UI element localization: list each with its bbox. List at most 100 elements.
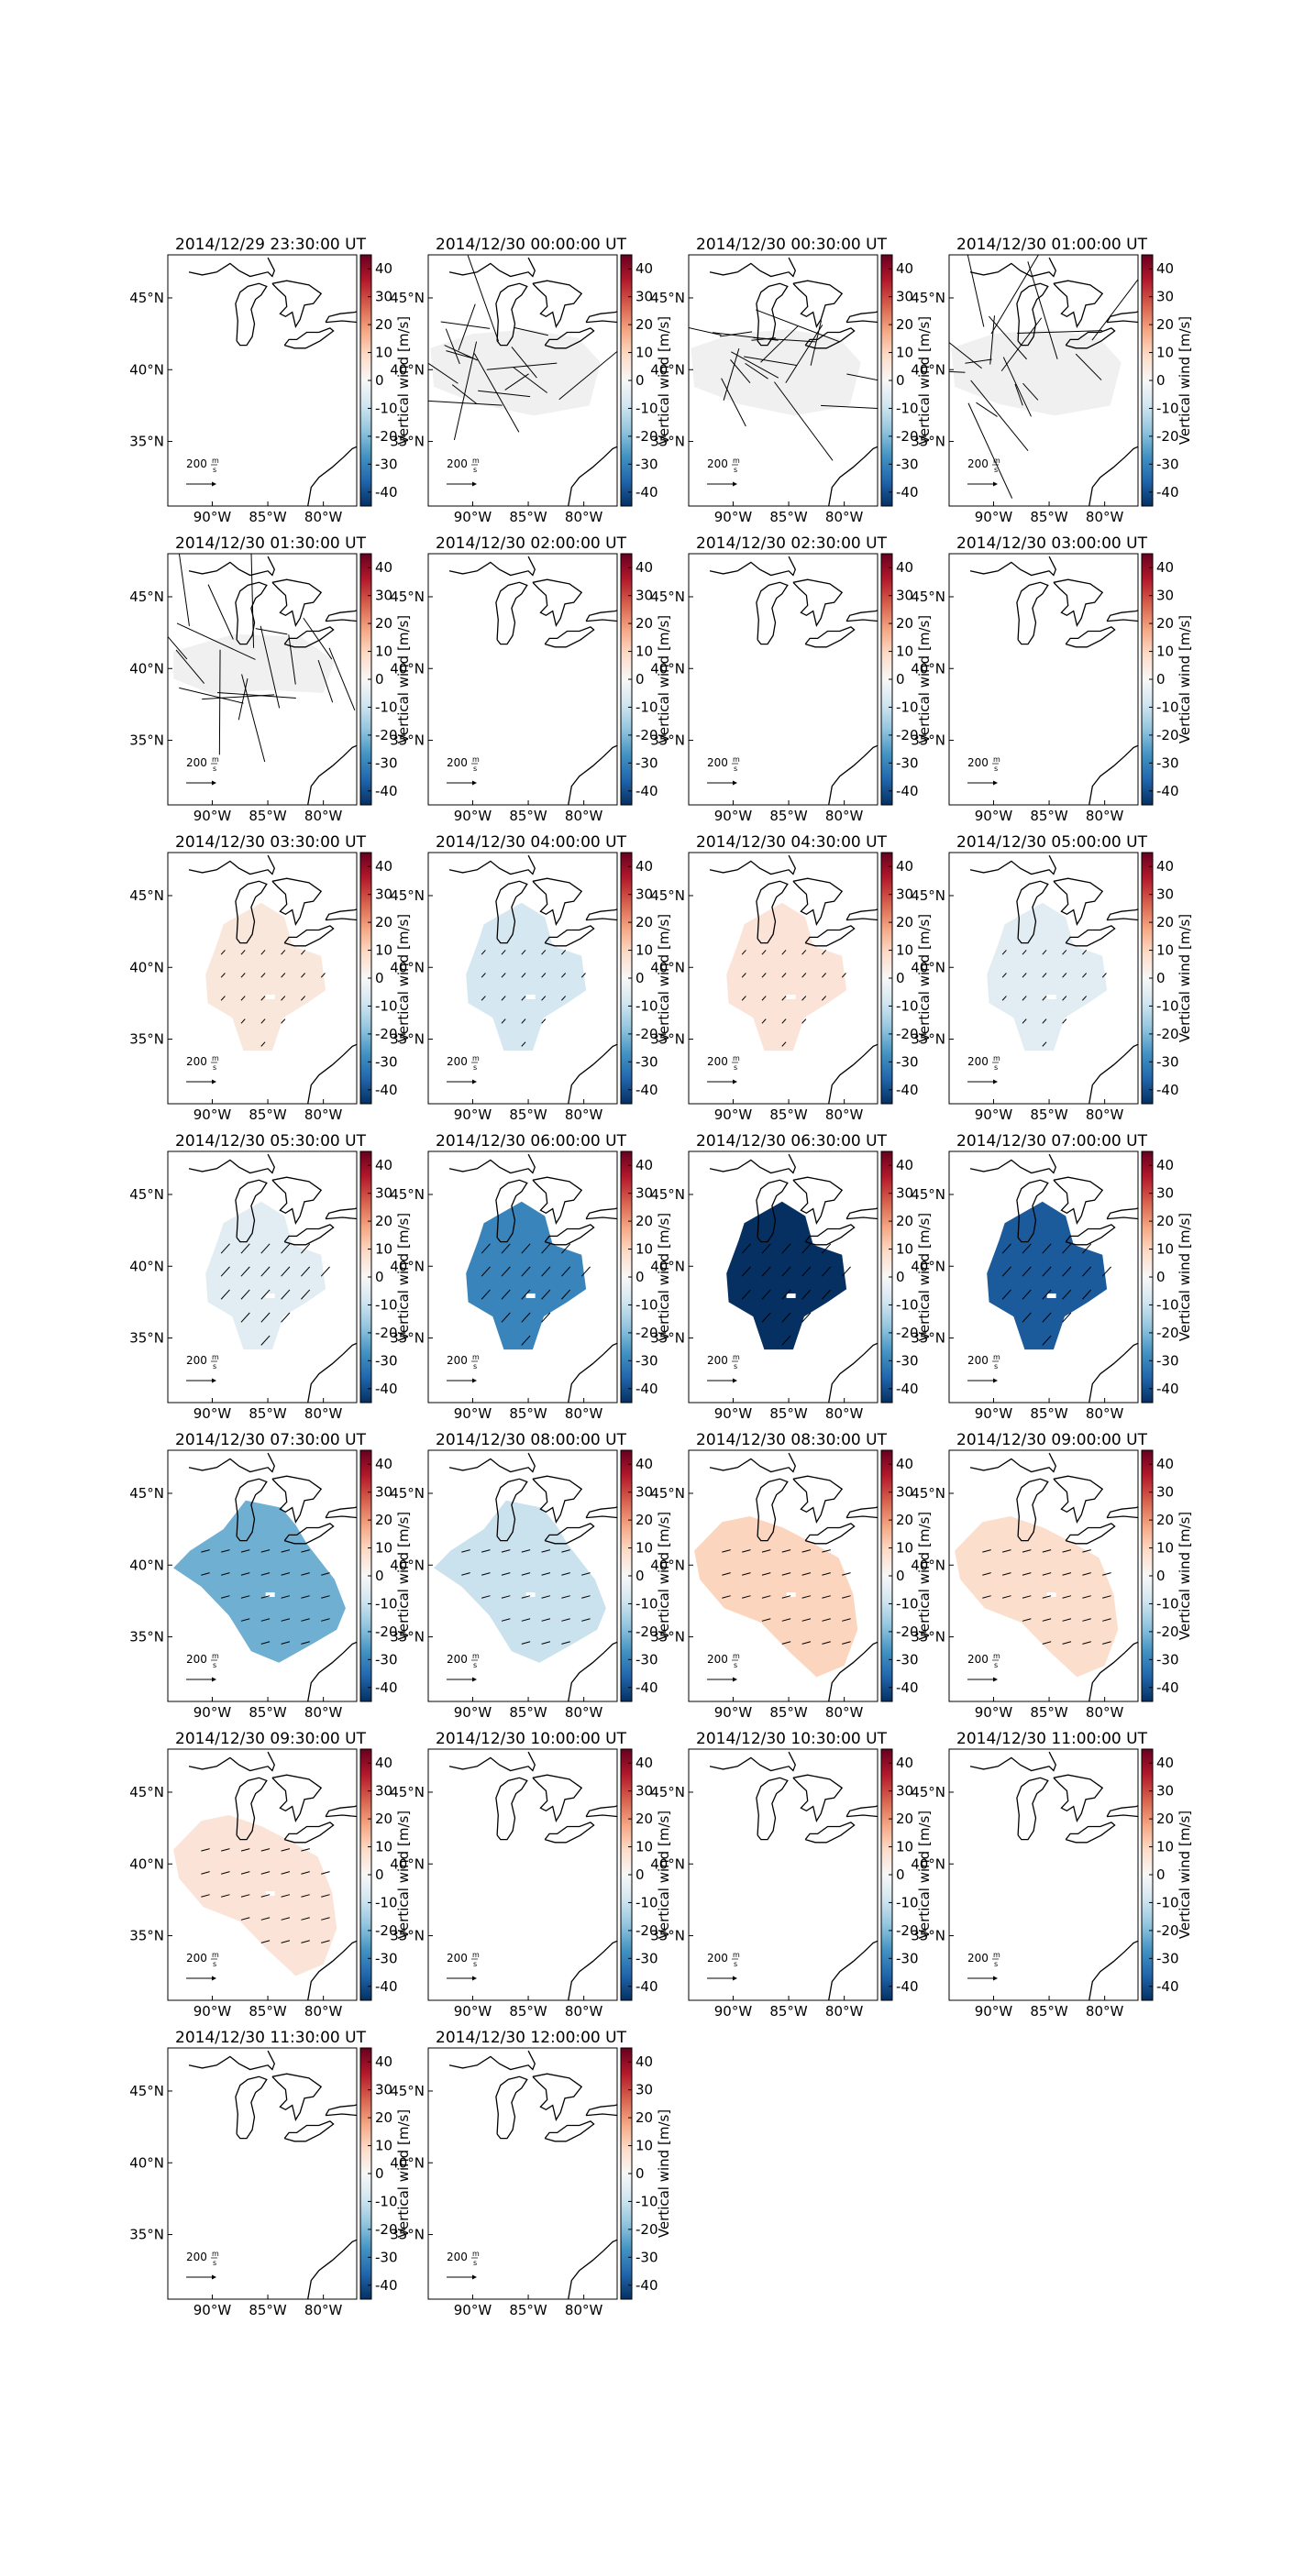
wind-vector — [1022, 1018, 1027, 1024]
wind-vector — [521, 1018, 526, 1024]
x-tick-label: 90°W — [975, 1106, 1013, 1123]
plot-frame — [427, 254, 618, 507]
map-panel-1: 2014/12/29 23:30:00 UT 90°W 85°W 80°W 45°N 40… — [129, 236, 412, 525]
y-tick-label: 45°N — [390, 887, 425, 904]
colorbar-tick-label: -30 — [1156, 1053, 1179, 1070]
panel-title: 2014/12/30 03:00:00 UT — [956, 534, 1148, 553]
wind-vector — [1102, 1572, 1111, 1576]
quiver-key-arrow-head — [993, 1079, 998, 1084]
map-content — [448, 2050, 617, 2299]
coastline-2 — [969, 1751, 1057, 1772]
wind-vector — [521, 1595, 531, 1599]
quiver-key-label: 200 — [186, 1653, 207, 1666]
plot-frame — [688, 1150, 879, 1404]
x-tick-label: 90°W — [975, 509, 1013, 525]
wind-vector — [1075, 353, 1102, 380]
x-tick-label: 85°W — [1030, 1704, 1068, 1721]
wind-vector — [1082, 1618, 1091, 1622]
wind-vector — [1002, 1549, 1011, 1553]
wind-vector — [221, 1595, 230, 1599]
map-panel-21: 2014/12/30 09:30:00 UT 90°W 85°W 80°W 45°N 40… — [129, 1730, 412, 2020]
quiver-key-unit-bottom: s — [213, 466, 216, 474]
colorbar-tick-label: -40 — [1156, 783, 1179, 799]
colorbar-tick-label: -10 — [375, 1894, 398, 1910]
quiver-key-unit-top: m — [733, 1951, 740, 1959]
colorbar-tick-label: 10 — [375, 1540, 392, 1557]
wind-vector — [781, 1572, 791, 1576]
panel-title: 2014/12/30 10:30:00 UT — [696, 1730, 888, 1748]
colorbar-tick-label: 30 — [896, 289, 913, 305]
data-gap — [265, 1294, 275, 1299]
coastline-5 — [845, 1805, 878, 1818]
colorbar-tick-label: -40 — [635, 484, 658, 501]
wind-vector — [521, 1335, 531, 1346]
colorbar-tick-label: 40 — [375, 2053, 392, 2070]
colorbar-tick-label: 40 — [896, 1157, 913, 1173]
wind-vector — [1022, 950, 1027, 955]
wind-vector — [561, 1289, 571, 1300]
colorbar-tick-label: 30 — [375, 886, 392, 903]
x-tick-label: 80°W — [1086, 808, 1124, 824]
wind-vector — [822, 1618, 831, 1622]
wind-vector — [281, 1266, 291, 1277]
wind-vector — [260, 1641, 271, 1645]
colorbar-tick-label: 10 — [635, 1540, 653, 1557]
wind-vector — [281, 1018, 286, 1024]
x-tick-label: 85°W — [509, 808, 547, 824]
coastline-2 — [969, 1153, 1057, 1174]
quiver-key-unit-bottom: s — [473, 1960, 477, 1968]
wind-vector — [761, 1595, 771, 1599]
wind-vector — [1042, 1266, 1052, 1277]
wind-vector — [1042, 1618, 1052, 1622]
coastline-2 — [448, 1452, 536, 1473]
colorbar-tick-label: -40 — [896, 783, 919, 799]
colorbar-tick-label: 20 — [375, 615, 392, 632]
map-content — [694, 1452, 878, 1701]
colorbar-tick-label: -20 — [896, 1026, 919, 1042]
wind-vector — [1022, 1572, 1032, 1576]
colorbar-tick-label: 40 — [375, 1157, 392, 1173]
coastline-2 — [709, 556, 797, 577]
colorbar-tick-label: 30 — [896, 886, 913, 903]
colorbar-tick-label: 20 — [1156, 615, 1174, 632]
coastline-2 — [709, 1452, 797, 1473]
wind-vector — [216, 691, 296, 699]
x-tick-label: 85°W — [249, 509, 287, 525]
wind-vector — [321, 1572, 330, 1576]
colorbar-tick-label: 0 — [896, 970, 905, 986]
wind-vector — [521, 1641, 531, 1645]
colorbar-tick-label: 30 — [635, 1783, 653, 1800]
wind-vector — [1082, 1266, 1092, 1277]
wind-vector — [1014, 383, 1023, 406]
colorbar-tick-label: 0 — [375, 970, 384, 986]
wind-vector — [260, 1549, 271, 1553]
data-gap — [1046, 1592, 1056, 1598]
colorbar-tick-label: 40 — [375, 559, 392, 576]
wind-vector — [260, 1572, 271, 1576]
map-content — [448, 1153, 617, 1403]
colorbar-tick-label: -40 — [375, 484, 398, 501]
wind-vector — [580, 1266, 591, 1277]
wind-region — [205, 902, 326, 1051]
colorbar-label: Vertical wind [m/s] — [916, 615, 933, 743]
colorbar-label: Vertical wind [m/s] — [656, 914, 672, 1042]
y-tick-label: 40°N — [129, 2154, 164, 2171]
colorbar-tick-label: 0 — [1156, 671, 1166, 688]
colorbar-tick-label: -20 — [375, 2221, 398, 2238]
wind-vector — [988, 315, 1027, 360]
data-gap — [265, 1592, 275, 1598]
x-tick-label: 80°W — [304, 2003, 343, 2020]
wind-region — [430, 329, 601, 416]
coastline-6 — [568, 1940, 617, 2000]
x-tick-label: 90°W — [714, 1106, 753, 1123]
wind-vector — [581, 1618, 591, 1622]
colorbar-tick-label: -40 — [896, 484, 919, 501]
wind-vector — [478, 390, 531, 398]
colorbar-tick-label: -20 — [1156, 727, 1179, 743]
wind-vector — [260, 1266, 271, 1277]
colorbar-tick-label: 0 — [375, 1866, 384, 1883]
colorbar-tick-label: 40 — [1156, 1456, 1174, 1472]
plot-frame — [427, 2047, 618, 2300]
map-content — [709, 1751, 878, 2000]
quiver-key-arrow-head — [993, 780, 998, 786]
